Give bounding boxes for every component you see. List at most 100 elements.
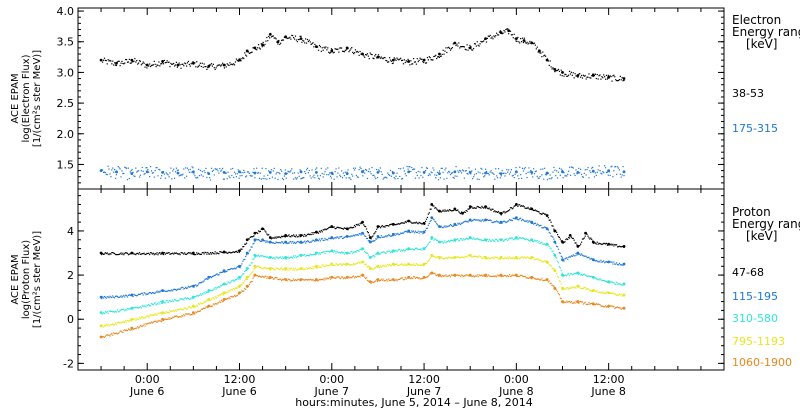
data-point (491, 208, 493, 210)
data-point (330, 48, 333, 50)
data-point (424, 223, 426, 225)
data-point (498, 222, 501, 224)
data-point (195, 66, 197, 68)
data-point (204, 251, 206, 253)
data-point (547, 244, 549, 246)
data-point (600, 305, 602, 307)
data-point (131, 319, 133, 321)
data-point (387, 172, 389, 174)
data-point (168, 252, 170, 254)
data-point (520, 38, 522, 40)
data-point (436, 171, 439, 173)
data-point (528, 220, 530, 222)
data-point (385, 280, 387, 282)
data-point (512, 37, 514, 39)
data-point (366, 252, 369, 254)
data-point (567, 287, 569, 289)
data-point (616, 173, 618, 175)
data-point (529, 220, 531, 222)
data-point (206, 176, 208, 179)
data-point (395, 233, 397, 235)
data-point (230, 295, 232, 298)
data-point (391, 235, 393, 237)
data-point (412, 168, 414, 171)
data-point (304, 171, 306, 173)
data-point (146, 304, 148, 306)
data-point (316, 167, 318, 169)
data-point (458, 42, 460, 44)
data-point (386, 278, 388, 280)
data-point (352, 175, 354, 177)
data-point (484, 238, 486, 240)
data-point (235, 278, 238, 281)
data-point (523, 275, 525, 278)
data-point (363, 224, 365, 226)
data-point (604, 78, 607, 80)
data-point (148, 252, 150, 254)
data-point (178, 253, 180, 255)
data-point (129, 171, 131, 173)
data-point (268, 241, 270, 243)
data-point (310, 267, 312, 270)
data-point (108, 254, 110, 256)
data-point (465, 221, 467, 223)
data-point (447, 225, 449, 228)
data-point (560, 240, 562, 242)
data-point (269, 236, 271, 239)
data-point (177, 64, 179, 67)
data-point (142, 253, 144, 255)
data-point (621, 307, 623, 309)
data-point (289, 279, 291, 281)
data-point (245, 288, 247, 291)
data-point (296, 177, 298, 179)
data-point (333, 178, 335, 180)
data-point (127, 61, 130, 63)
data-point (137, 253, 140, 255)
data-point (321, 278, 323, 281)
data-point (303, 177, 305, 179)
data-point (196, 304, 198, 306)
data-point (119, 296, 121, 298)
data-point (114, 177, 117, 179)
data-point (113, 296, 115, 298)
data-point (615, 79, 617, 81)
data-point (149, 305, 152, 307)
data-point (552, 285, 554, 287)
data-point (315, 239, 317, 241)
data-point (486, 219, 489, 221)
data-point (118, 296, 120, 298)
data-point (162, 171, 165, 173)
data-point (359, 50, 361, 53)
data-point (128, 308, 130, 310)
data-point (466, 172, 468, 175)
data-point (266, 233, 268, 235)
data-point (508, 218, 511, 221)
data-point (411, 248, 413, 250)
data-point (483, 40, 485, 42)
data-point (441, 241, 443, 243)
data-point (372, 57, 374, 59)
data-point (264, 256, 266, 258)
data-point (278, 242, 280, 244)
data-point (477, 276, 479, 278)
data-point (365, 169, 368, 171)
data-point (232, 251, 234, 253)
data-point (570, 255, 573, 257)
data-point (247, 285, 250, 288)
data-point (413, 232, 416, 234)
data-point (165, 290, 167, 292)
data-point (490, 275, 492, 278)
data-point (245, 278, 248, 280)
data-point (177, 300, 179, 302)
data-point (129, 253, 131, 255)
data-point (422, 223, 424, 225)
data-point (135, 319, 137, 321)
data-point (246, 50, 249, 52)
data-point (354, 167, 357, 169)
data-point (555, 288, 557, 290)
data-point (419, 230, 421, 233)
data-point (378, 170, 381, 172)
data-point (291, 267, 293, 269)
data-point (614, 263, 616, 265)
